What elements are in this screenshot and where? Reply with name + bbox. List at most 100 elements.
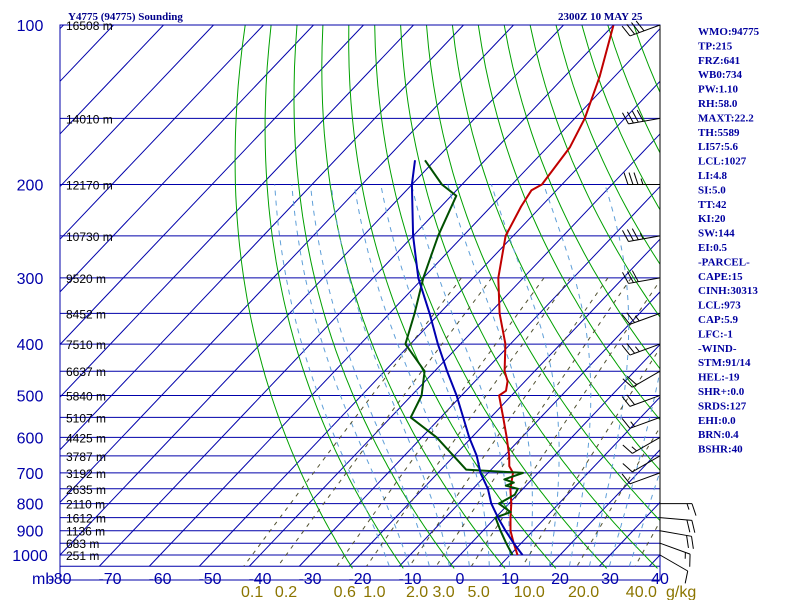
barb-half-flag [630,421,636,427]
barb-flag [622,463,633,473]
isotherm-line [448,343,660,567]
index-value: CAPE:15 [698,271,743,283]
pressure-tick-label: 100 [17,18,44,35]
barb-half-flag [631,446,637,452]
wind-barb [622,455,661,473]
barb-shaft [629,394,661,407]
mixing-ratio-line [243,277,462,567]
barb-shaft [659,530,692,537]
barb-shaft [628,117,661,125]
barb-flag [621,314,631,325]
moist-adiabat [411,184,511,567]
isotherm-line [60,25,564,556]
temperature-tick-label: 40 [651,571,669,588]
barb-flag [622,272,629,284]
barb-flag [691,503,697,516]
barb-shaft [629,416,661,429]
index-value: RH:58.0 [698,98,738,110]
height-label: 10730 m [66,230,113,244]
mixing-ratio-line [366,277,571,567]
temperature-trace [497,25,615,556]
height-label: 3787 m [66,450,106,464]
mixing-ratio-line [576,426,660,567]
barb-shaft [659,554,688,572]
height-label: 2110 m [66,498,105,512]
barb-flag [631,228,639,240]
wind-barb [660,503,697,516]
pressure-tick-label: 400 [17,337,44,354]
index-value: EHI:0.0 [698,415,736,427]
barb-flag [626,111,634,124]
temperature-tick-label: -50 [198,571,221,588]
height-label: 9520 m [66,272,106,286]
index-value: BRN:0.4 [698,429,739,441]
index-value: LCL:973 [698,300,741,312]
barb-flag [636,109,644,122]
barb-shaft [632,436,661,454]
dry-adiabat [477,25,660,421]
pressure-tick-label: 300 [17,271,44,288]
height-label: 7510 m [66,338,106,352]
temperature-tick-label: 30 [601,571,619,588]
index-value: EI:0.5 [698,242,728,254]
barb-flag [621,418,631,429]
parcel-trace [410,160,524,556]
pressure-unit-label: mb [32,571,54,588]
barb-shaft [659,517,692,521]
mixing-ratio-label: 1.0 [363,584,385,600]
wind-barb [622,109,661,125]
index-value: STM:91/14 [698,357,751,369]
mixing-ratio-line [634,520,660,567]
height-label: 12170 m [66,179,113,193]
wind-barb [621,20,661,37]
temperature-tick-label: 10 [501,571,519,588]
mixing-ratio-label: 5.0 [467,584,489,600]
dry-adiabat [426,25,660,522]
barb-half-flag [635,315,640,322]
wind-barb [622,270,661,284]
temperature-tick-label: 0 [456,571,465,588]
index-value: WB0:734 [698,69,743,81]
moist-adiabat [490,184,560,567]
barb-flag [628,172,634,185]
temperature-tick-label: -30 [298,571,321,588]
isotherm-line [248,133,660,567]
dry-adiabat [451,25,660,472]
moist-adiabat [353,184,470,567]
dry-adiabat [293,25,455,569]
moist-adiabat [543,184,592,567]
barb-flag [631,22,640,33]
barb-half-flag [686,503,690,510]
moist-adiabat [330,184,450,567]
index-value: LI57:5.6 [698,141,739,153]
dewpoint-trace [404,159,524,556]
barb-half-flag [640,178,644,185]
index-value: -PARCEL- [698,256,750,268]
barb-shaft [632,370,661,388]
wind-barb [621,343,661,356]
barb-flag [691,520,696,533]
barb-flag [631,110,639,123]
height-label: 8452 m [66,307,106,321]
dry-adiabat [400,25,658,569]
pressure-tick-label: 200 [17,178,44,195]
index-value: KI:20 [698,213,726,225]
barb-flag [626,229,634,241]
barb-flag [684,570,689,584]
height-label: 14010 m [66,112,113,126]
barb-flag [621,473,631,485]
barb-flag [631,270,639,282]
pressure-tick-label: 500 [17,388,44,405]
wind-barb [659,517,696,533]
barb-flag [621,344,631,356]
barb-flag [626,343,636,354]
barb-half-flag [639,233,644,240]
wind-barb [622,370,661,388]
barb-flag [626,271,634,283]
mixing-ratio-label: 2.0 [406,584,428,600]
pressure-tick-label: 700 [17,466,44,483]
index-value: FRZ:641 [698,55,740,67]
mixing-ratio-line [336,277,545,567]
